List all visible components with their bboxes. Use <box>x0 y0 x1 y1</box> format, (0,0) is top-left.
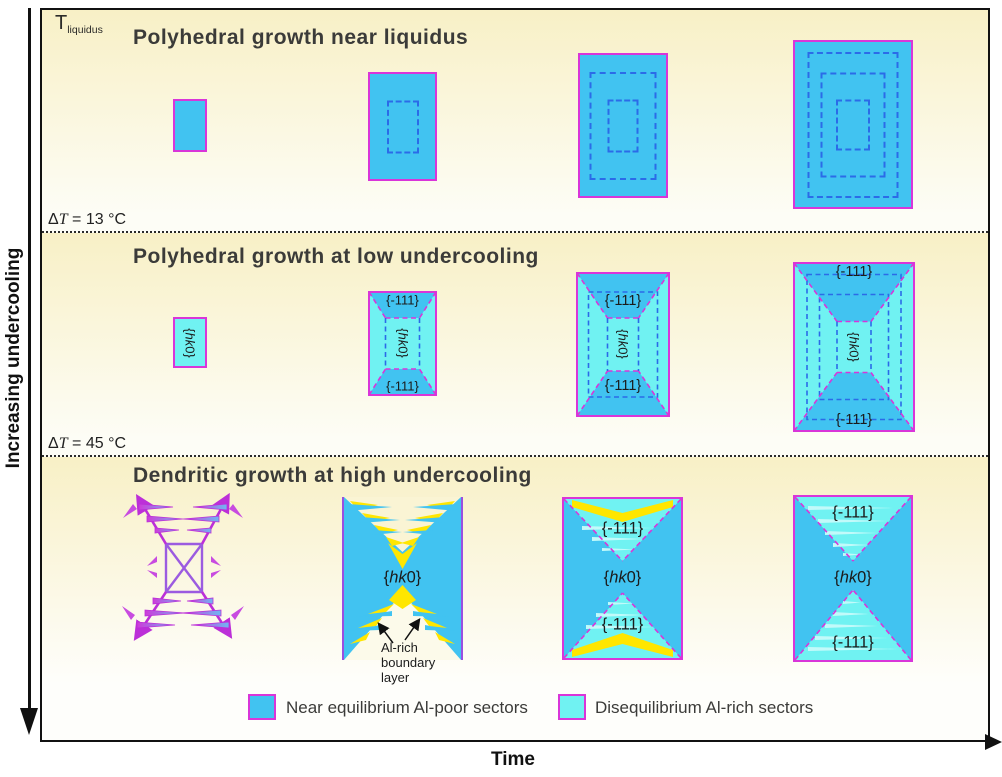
crystal-row1-stage1 <box>173 99 207 152</box>
band3-title: Dendritic growth at high undercooling <box>133 464 532 487</box>
dendrite-spikes-top <box>348 504 457 535</box>
crystal-row3-stage3: {-111} {hk0} {-111} <box>562 497 683 660</box>
m111-sector-label: {-111} <box>386 292 419 308</box>
dendrite-outer-spikes <box>122 504 244 620</box>
m111-sector-label: {-111} <box>832 633 874 652</box>
liquidus-temperature-label: Tliquidus <box>55 12 103 36</box>
m111-sector-label: {-111} <box>832 503 874 522</box>
crystal-row1-stage3 <box>578 53 668 198</box>
crystal-row2-stage4: {-111} {hk0} {-111} <box>793 262 915 432</box>
crystal-row2-stage3: {-111} {hk0} {-111} <box>576 272 670 417</box>
m111-sector-label: {-111} <box>835 264 873 280</box>
dendrite-spikes-bottom <box>350 611 455 631</box>
crystal-row1-stage4 <box>793 40 913 209</box>
top-notch <box>344 497 461 552</box>
growth-zone-outline <box>807 51 899 198</box>
boundary-dotted-line-13C <box>42 231 988 233</box>
growth-zone-outline <box>589 71 657 180</box>
cyan-streaks <box>808 506 898 651</box>
y-axis-label: Increasing undercooling <box>3 247 24 469</box>
cyan-streaks <box>582 526 654 629</box>
delta-t-13-label: ΔT = 13 °C <box>48 211 127 228</box>
al-rich-boundary-layer-bottom <box>350 585 455 644</box>
bottom-111-sector <box>564 593 681 658</box>
growth-zone-outline <box>607 99 639 152</box>
sector-filled-crystal-drawing <box>562 497 683 660</box>
bottom-111-sector <box>795 590 911 660</box>
legend-swatch-al-poor <box>248 694 276 720</box>
hk0-sector-label: {hk0} <box>834 568 872 587</box>
m111-sector-label: {-111} <box>604 293 642 309</box>
growth-zone-outline <box>820 72 886 177</box>
crystal-row3-stage2: {hk0} Al-rich boundary layer <box>342 497 463 692</box>
boundary-dotted-line-45C <box>42 455 988 457</box>
growth-zone-outline <box>836 99 870 150</box>
crystal-row2-stage1: {hk0} <box>173 317 207 368</box>
sector-zoned-crystal-drawing <box>576 272 670 417</box>
top-111-sector <box>564 499 681 561</box>
hk0-sector-label: {hk0} <box>383 568 422 587</box>
hk0-sector-label: {hk0} <box>615 329 631 359</box>
legend-label-al-poor: Near equilibrium Al-poor sectors <box>286 698 528 717</box>
band1-title: Polyhedral growth near liquidus <box>133 26 469 49</box>
undercooling-axis-arrowhead-icon <box>20 708 38 735</box>
hk0-sector-label: {hk0} <box>846 332 862 362</box>
m111-sector-label: {-111} <box>604 378 642 394</box>
m111-sector-label: {-111} <box>601 615 644 634</box>
al-rich-annotation-line2: boundary <box>381 655 436 670</box>
crystal-row2-stage2: {-111} {hk0} {-111} <box>368 291 437 396</box>
undercooling-axis-line <box>28 8 31 710</box>
al-rich-annotation-line3: layer <box>381 670 410 685</box>
dendrite-drawing <box>122 492 244 641</box>
growth-zone-outline <box>386 100 419 153</box>
legend-label-al-rich: Disequilibrium Al-rich sectors <box>595 698 814 717</box>
m111-sector-label: {-111} <box>601 519 644 538</box>
band2-title: Polyhedral growth at low undercooling <box>133 245 539 268</box>
hk0-sector-label: {hk0} <box>182 328 198 358</box>
crystal-row3-stage4: {-111} {hk0} {-111} <box>793 495 913 662</box>
al-rich-annotation-line1: Al-rich <box>381 640 418 655</box>
hk0-sector-label: {hk0} <box>395 328 410 358</box>
sector-filled-crystal-drawing <box>793 495 913 662</box>
annotation-arrows <box>377 618 421 644</box>
m111-sector-label: {-111} <box>835 412 873 428</box>
sector-zoned-crystal-drawing <box>793 262 915 432</box>
dendrite-skeleton <box>95 478 275 653</box>
al-rich-boundary-layer-bottom <box>572 633 673 657</box>
notched-crystal-drawing <box>342 497 463 660</box>
time-axis-arrowhead-icon <box>985 733 1002 750</box>
sector-zoned-crystal-drawing <box>368 291 437 396</box>
m111-sector-label: {-111} <box>386 378 419 394</box>
delta-t-45-label: ΔT = 45 °C <box>48 435 127 452</box>
top-111-sector <box>795 497 911 561</box>
x-axis-label: Time <box>490 749 536 770</box>
dendrite-side-branches <box>136 503 230 629</box>
bottom-notch <box>344 593 461 660</box>
hk0-sector-label: {hk0} <box>603 568 642 587</box>
al-rich-boundary-layer-top <box>572 500 673 522</box>
crystal-row1-stage2 <box>368 72 437 181</box>
legend-swatch-al-rich <box>558 694 586 720</box>
